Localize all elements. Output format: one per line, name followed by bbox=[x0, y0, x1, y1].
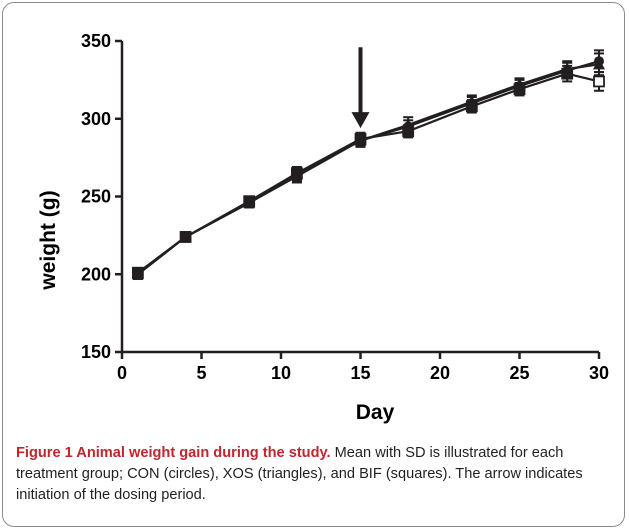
x-tick-label: 5 bbox=[196, 363, 206, 383]
series-line-circle bbox=[137, 60, 600, 276]
y-tick-label: 200 bbox=[81, 264, 111, 284]
data-point-square bbox=[179, 231, 192, 243]
y-axis-label: weight (g) bbox=[37, 190, 60, 290]
x-tick-label: 20 bbox=[430, 363, 450, 383]
chart-marks bbox=[131, 47, 605, 280]
y-tick-label: 350 bbox=[81, 31, 111, 51]
series-line-triangle bbox=[137, 63, 600, 276]
weight-chart: 0 5 10 15 20 25 30 150 200 250 300 350 Day weight (… bbox=[37, 31, 609, 424]
figure-caption: Figure 1 Animal weight gain during the s… bbox=[16, 443, 616, 506]
data-point-square bbox=[131, 266, 144, 279]
x-tick-label: 25 bbox=[509, 363, 529, 383]
data-point-square bbox=[593, 75, 605, 88]
x-tick-label: 15 bbox=[350, 363, 370, 383]
caption-label: Figure 1 Animal weight gain during the s… bbox=[16, 445, 331, 461]
chart-axes: 0 5 10 15 20 25 30 150 200 250 300 350 bbox=[81, 31, 609, 383]
data-point-square bbox=[354, 133, 367, 145]
data-point-square bbox=[243, 195, 256, 208]
x-tick-label: 0 bbox=[117, 363, 127, 383]
data-point-triangle bbox=[593, 58, 605, 70]
y-tick-label: 250 bbox=[81, 187, 111, 207]
data-point-square bbox=[402, 125, 415, 138]
data-point-square bbox=[513, 83, 526, 96]
data-point-square bbox=[561, 67, 574, 80]
data-point-square bbox=[290, 167, 303, 180]
x-tick-label: 10 bbox=[271, 363, 291, 383]
series-line-square bbox=[137, 72, 600, 274]
x-tick-label: 30 bbox=[589, 363, 609, 383]
y-tick-label: 300 bbox=[81, 109, 111, 129]
y-tick-label: 150 bbox=[81, 342, 111, 362]
data-point-square bbox=[465, 100, 478, 113]
x-axis-label: Day bbox=[356, 401, 395, 424]
dosing-arrow-head bbox=[351, 112, 370, 129]
caption-text: Mean with SD is illustrated for each tre… bbox=[16, 445, 583, 503]
